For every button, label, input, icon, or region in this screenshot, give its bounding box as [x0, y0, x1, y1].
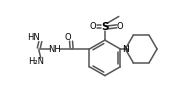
- Text: O: O: [64, 33, 71, 42]
- Text: O: O: [90, 22, 96, 31]
- Text: H₂N: H₂N: [28, 57, 44, 66]
- Text: O: O: [117, 22, 123, 31]
- Text: HN: HN: [27, 33, 40, 42]
- Text: NH: NH: [48, 44, 61, 54]
- Text: S: S: [101, 22, 109, 32]
- Text: N: N: [122, 44, 129, 54]
